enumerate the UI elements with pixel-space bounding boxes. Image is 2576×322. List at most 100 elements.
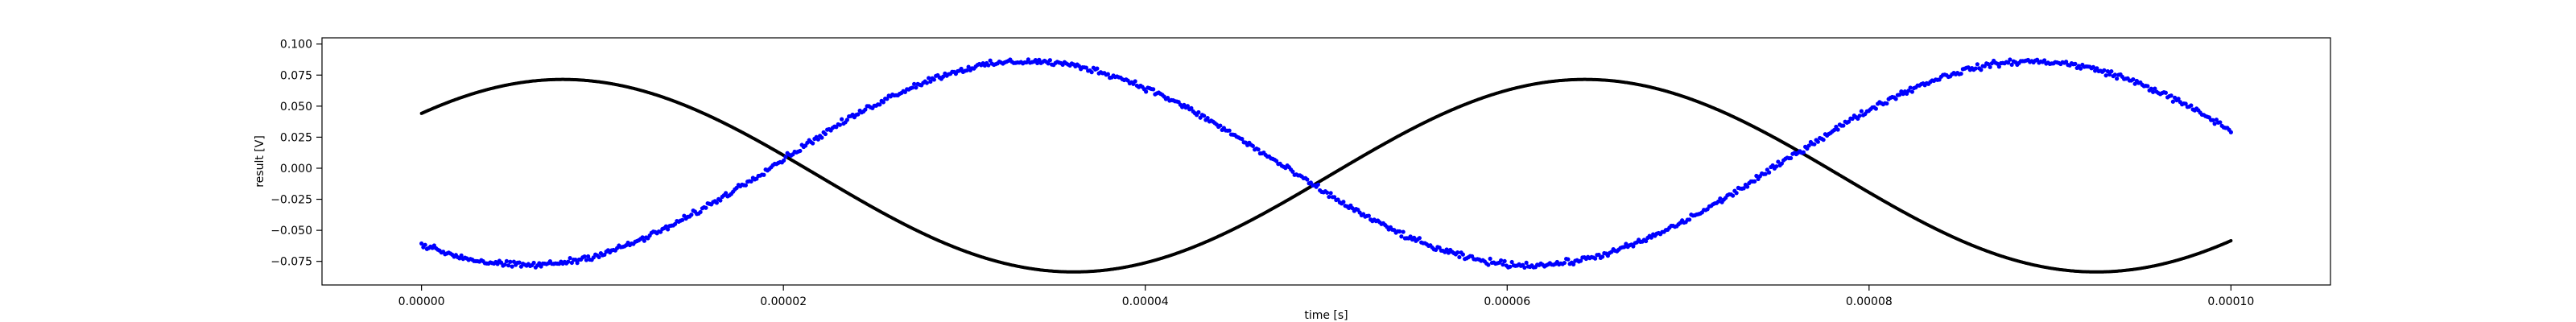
data-point xyxy=(1562,260,1567,266)
data-point xyxy=(419,241,424,246)
data-point xyxy=(910,85,914,90)
data-point xyxy=(2105,69,2110,74)
x-axis-label: time [s] xyxy=(1304,309,1348,322)
data-point xyxy=(1202,114,1207,118)
data-point xyxy=(2189,103,2194,108)
data-point xyxy=(597,254,601,260)
data-point xyxy=(1847,119,1852,124)
data-point xyxy=(1076,64,1081,68)
data-point xyxy=(1600,254,1605,259)
data-point xyxy=(1133,79,1137,84)
data-point xyxy=(1084,65,1088,70)
data-point xyxy=(2109,69,2114,74)
data-point xyxy=(1801,150,1806,155)
data-point xyxy=(566,259,571,264)
y-tick-label: −0.075 xyxy=(270,256,312,269)
data-point xyxy=(1315,182,1320,187)
x-tick-label: 0.00002 xyxy=(760,295,807,308)
data-point xyxy=(782,158,786,163)
data-point xyxy=(749,179,753,184)
data-point xyxy=(573,258,578,262)
data-point xyxy=(988,58,993,63)
data-point xyxy=(510,264,514,269)
y-tick-label: 0.100 xyxy=(280,39,312,52)
data-point xyxy=(1089,70,1094,75)
data-point xyxy=(1909,89,1914,94)
data-point xyxy=(2149,86,2153,91)
data-point xyxy=(1959,71,1963,76)
data-point xyxy=(2064,60,2069,64)
data-point xyxy=(714,200,719,205)
data-point xyxy=(1327,194,1331,200)
data-point xyxy=(1859,109,1864,114)
data-point xyxy=(877,102,882,107)
data-point xyxy=(1979,68,1984,72)
data-point xyxy=(783,155,788,159)
data-point xyxy=(856,112,861,117)
data-point xyxy=(642,238,646,243)
data-point xyxy=(508,259,513,264)
data-point xyxy=(1366,213,1371,218)
axes-layer: 0.00000 0.00002 0.00004 0.00006 0.00008 0.000… xyxy=(270,37,2331,308)
data-point xyxy=(1035,60,1040,65)
data-point xyxy=(1897,93,1902,97)
y-tick-label: 0.000 xyxy=(280,163,312,175)
data-point xyxy=(1873,106,1878,111)
data-point xyxy=(927,76,931,80)
data-point xyxy=(1486,262,1491,267)
data-point xyxy=(1144,89,1149,94)
x-tick-label: 0.00000 xyxy=(398,295,445,308)
data-point xyxy=(1399,234,1404,239)
data-point xyxy=(423,242,427,247)
data-point xyxy=(966,64,971,69)
data-point xyxy=(1205,115,1210,121)
data-point xyxy=(673,221,678,226)
data-point xyxy=(1596,252,1601,258)
data-point xyxy=(1401,229,1406,234)
data-point xyxy=(1975,62,1979,67)
data-point xyxy=(811,141,815,146)
data-point xyxy=(1046,61,1051,66)
data-point xyxy=(1151,87,1156,92)
data-point xyxy=(2107,72,2112,77)
data-point xyxy=(1731,193,1736,198)
data-point xyxy=(1745,184,1750,189)
data-point xyxy=(2153,86,2157,91)
data-point xyxy=(698,209,703,215)
data-point xyxy=(1718,196,1723,201)
data-point xyxy=(724,191,729,196)
data-point xyxy=(2079,66,2083,71)
data-point xyxy=(1325,190,1330,195)
data-point xyxy=(1741,186,1746,191)
data-point xyxy=(2009,62,2014,67)
data-point xyxy=(1509,259,1514,265)
data-point xyxy=(2102,68,2107,72)
data-point xyxy=(1417,236,1422,241)
data-point xyxy=(2112,72,2117,77)
x-tick-label: 0.00004 xyxy=(1122,295,1169,308)
data-point xyxy=(1631,244,1636,249)
data-point xyxy=(1444,247,1449,252)
data-point xyxy=(1571,262,1576,266)
data-point xyxy=(2115,76,2120,81)
data-point xyxy=(1812,142,1817,147)
data-point xyxy=(575,261,580,266)
data-point xyxy=(2006,60,2011,65)
x-tick-label: 0.00008 xyxy=(1846,295,1893,308)
data-point xyxy=(1488,256,1492,262)
data-point xyxy=(1734,191,1739,196)
data-point xyxy=(2103,73,2108,78)
data-point xyxy=(1328,191,1333,196)
data-point xyxy=(1095,66,1100,71)
data-point xyxy=(531,260,536,266)
data-point xyxy=(1047,58,1052,63)
data-point xyxy=(1105,72,1110,76)
data-point xyxy=(506,263,511,268)
data-point xyxy=(1754,173,1759,179)
data-point xyxy=(1341,200,1346,204)
data-point xyxy=(1508,264,1513,269)
data-point xyxy=(1522,265,1527,270)
data-point xyxy=(1815,139,1820,144)
data-point xyxy=(704,205,708,210)
